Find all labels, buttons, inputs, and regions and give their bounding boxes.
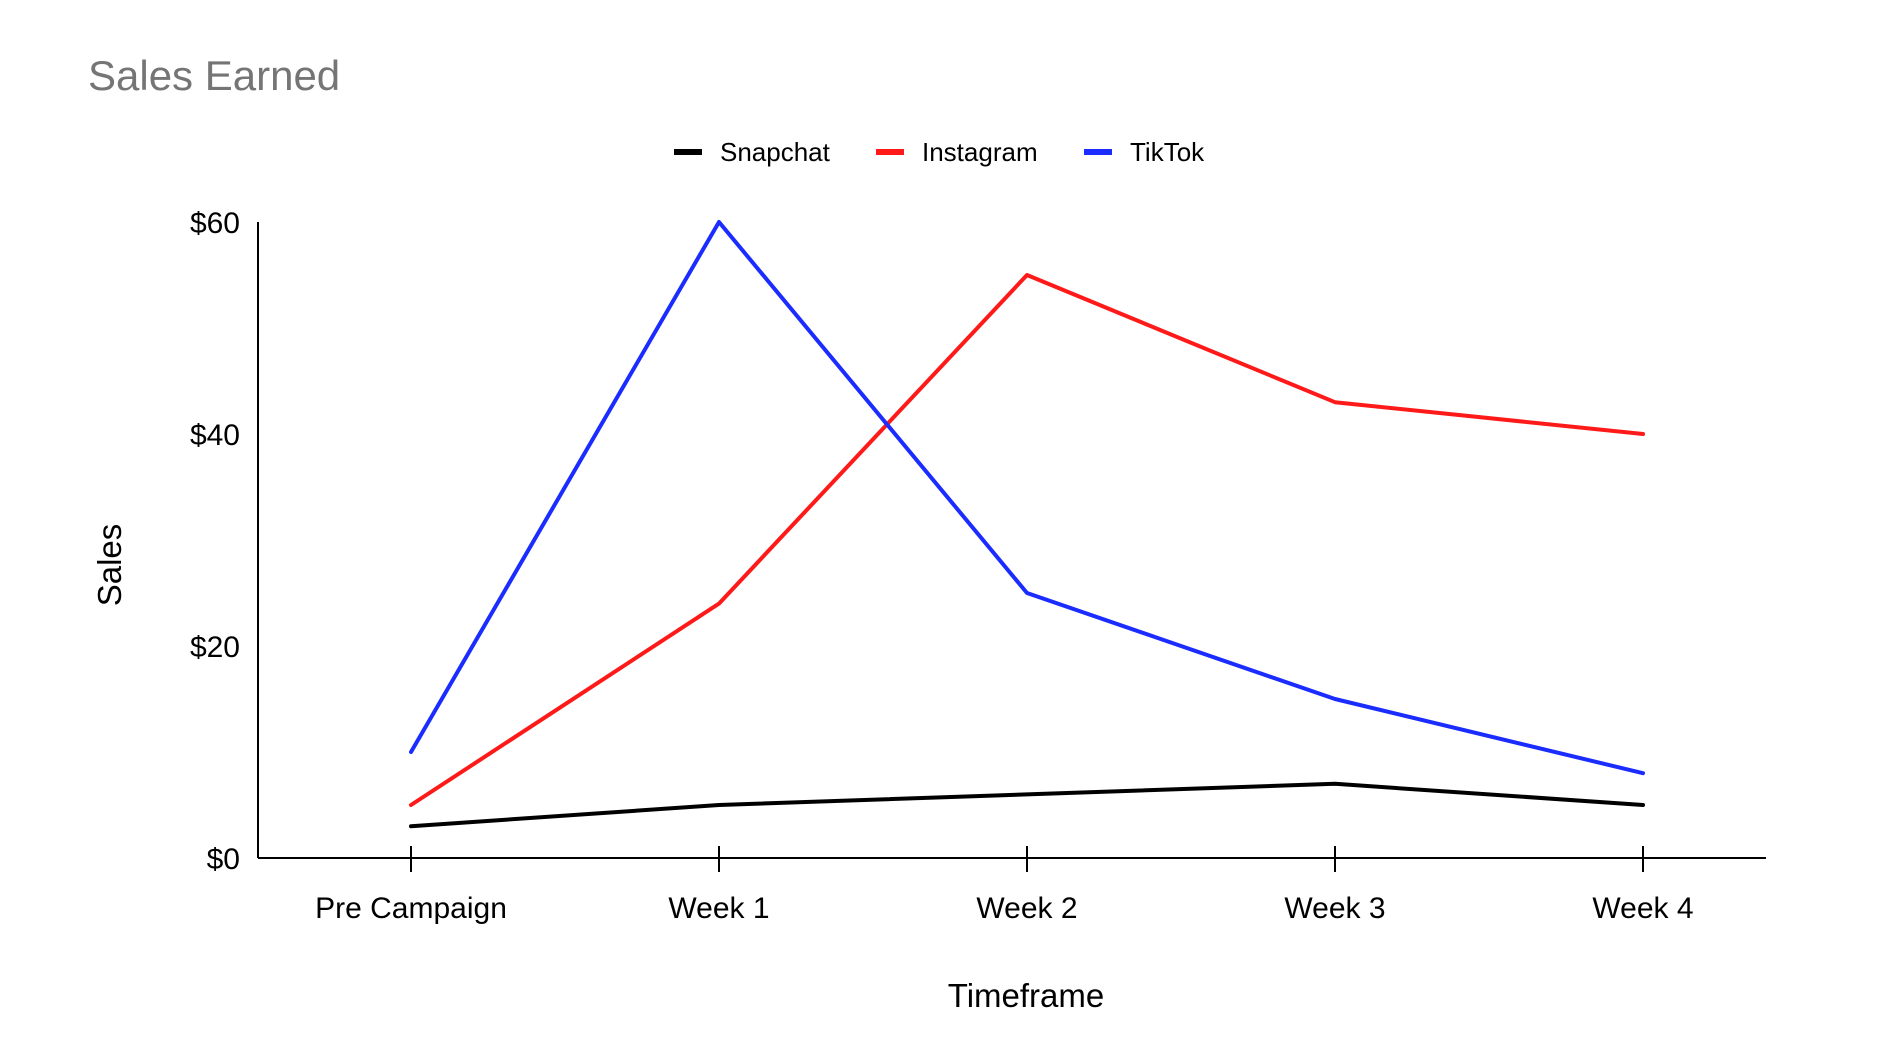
y-tick-label: $0 <box>207 843 240 876</box>
y-tick-label: $40 <box>190 419 240 452</box>
series-line-instagram <box>409 273 1645 807</box>
legend-label-snapchat: Snapchat <box>720 137 831 167</box>
y-axis-title: Sales <box>91 524 128 607</box>
x-tick-label: Week 4 <box>1592 892 1693 925</box>
x-axis-title: Timeframe <box>948 977 1104 1014</box>
y-axis-ticks: $0 $20 $40 $60 <box>190 207 240 876</box>
x-tick-label: Week 3 <box>1284 892 1385 925</box>
x-tick-label: Week 2 <box>976 892 1077 925</box>
series-line-tiktok <box>409 220 1645 776</box>
y-tick-label: $20 <box>190 631 240 664</box>
legend-label-instagram: Instagram <box>922 137 1038 167</box>
chart-title: Sales Earned <box>88 52 340 99</box>
legend: Snapchat Instagram TikTok <box>674 137 1205 167</box>
x-tick-label: Week 1 <box>668 892 769 925</box>
x-axis-ticks: Pre Campaign Week 1 Week 2 Week 3 Week 4 <box>315 846 1694 925</box>
series-lines <box>409 220 1645 829</box>
y-tick-label: $60 <box>190 207 240 240</box>
series-line-snapchat <box>409 781 1645 829</box>
x-tick-label: Pre Campaign <box>315 892 507 925</box>
legend-label-tiktok: TikTok <box>1130 137 1205 167</box>
